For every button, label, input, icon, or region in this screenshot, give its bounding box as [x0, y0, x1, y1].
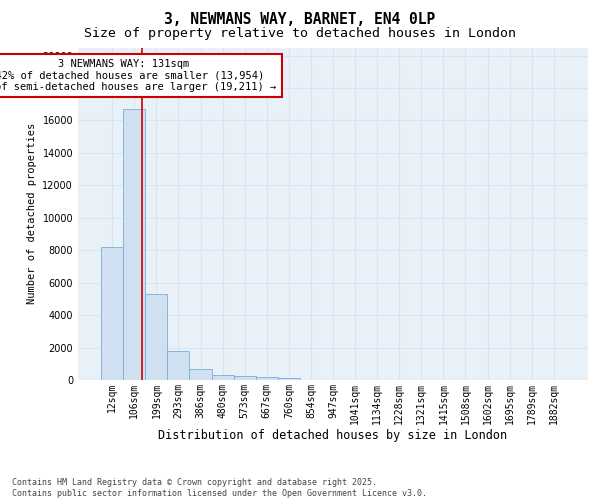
Bar: [101, 247, 123, 380]
Text: Contains HM Land Registry data © Crown copyright and database right 2025.
Contai: Contains HM Land Registry data © Crown c…: [12, 478, 427, 498]
Text: Size of property relative to detached houses in London: Size of property relative to detached ho…: [84, 28, 516, 40]
Y-axis label: Number of detached properties: Number of detached properties: [27, 123, 37, 304]
Bar: [145, 294, 167, 380]
Bar: [278, 378, 300, 380]
Bar: [123, 109, 145, 380]
Bar: [190, 368, 212, 380]
Text: 3 NEWMANS WAY: 131sqm
← 42% of detached houses are smaller (13,954)
58% of semi-: 3 NEWMANS WAY: 131sqm ← 42% of detached …: [0, 59, 277, 92]
Text: 3, NEWMANS WAY, BARNET, EN4 0LP: 3, NEWMANS WAY, BARNET, EN4 0LP: [164, 12, 436, 28]
Bar: [167, 351, 190, 380]
Bar: [256, 378, 278, 380]
Bar: [233, 376, 256, 380]
Bar: [212, 375, 233, 380]
X-axis label: Distribution of detached houses by size in London: Distribution of detached houses by size …: [158, 430, 508, 442]
